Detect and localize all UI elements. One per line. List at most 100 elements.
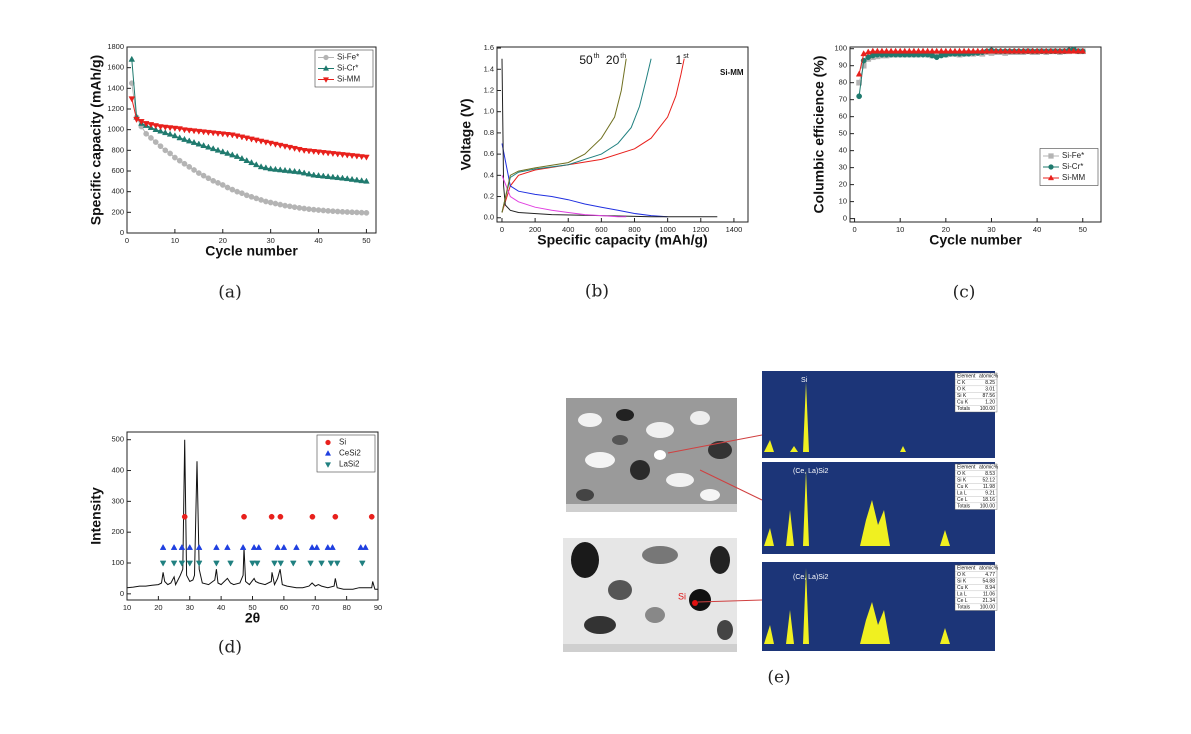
series-line: [501, 143, 668, 218]
marker: [933, 47, 940, 54]
legend-label: Si-MM: [1062, 173, 1085, 182]
marker: [322, 77, 330, 83]
marker: [353, 209, 360, 216]
marker: [325, 439, 331, 446]
table-cell: Totals: [957, 604, 971, 610]
table-cell: O K: [957, 572, 966, 578]
plot-frame: [126, 46, 377, 234]
marker: [238, 134, 246, 141]
marker: [159, 543, 167, 550]
x-tick-label: 800: [628, 225, 641, 234]
y-tick-label: 0.2: [484, 192, 494, 201]
series-line: [501, 58, 685, 213]
marker: [320, 207, 327, 214]
marker: [988, 47, 995, 54]
table-cell: Si K: [957, 578, 967, 584]
marker: [253, 195, 260, 202]
x-tick-label: 0: [852, 225, 856, 234]
marker: [157, 127, 164, 134]
marker: [307, 560, 314, 567]
marker: [147, 122, 155, 129]
x-tick-label: 50: [248, 603, 256, 612]
marker: [856, 79, 862, 86]
table-cell: 8.25: [985, 380, 995, 386]
marker: [210, 177, 217, 184]
y-axis-label: Voltage (V): [458, 98, 474, 170]
x-tick-label: 60: [280, 603, 288, 612]
marker: [979, 47, 986, 54]
marker: [186, 543, 194, 550]
y-tick-label: 100: [111, 558, 124, 567]
marker: [1074, 47, 1082, 54]
marker: [262, 139, 270, 146]
x-tick-label: 50: [362, 236, 370, 245]
legend-label: Si-Fe*: [1062, 151, 1084, 160]
x-tick-label: 40: [314, 236, 322, 245]
table-cell: C K: [957, 380, 966, 386]
table-cell: 11.98: [983, 484, 995, 490]
marker: [956, 47, 963, 54]
marker: [856, 93, 862, 100]
y-tick-label: 40: [839, 146, 847, 155]
marker: [910, 47, 918, 54]
marker: [138, 119, 145, 126]
marker: [315, 172, 322, 178]
marker: [257, 138, 265, 145]
caption: (a): [218, 283, 241, 303]
table-cell: 8.53: [985, 471, 995, 477]
marker: [219, 182, 226, 188]
marker: [257, 163, 265, 170]
marker: [339, 152, 346, 159]
marker: [186, 560, 194, 567]
marker: [209, 130, 217, 137]
marker: [190, 128, 198, 135]
x-tick-label: 30: [186, 603, 194, 612]
marker: [965, 47, 972, 54]
marker: [344, 209, 351, 215]
table-cell: La L: [957, 490, 967, 496]
marker: [305, 170, 313, 177]
marker: [271, 560, 278, 567]
marker: [128, 96, 136, 103]
marker: [229, 151, 236, 158]
marker: [353, 176, 361, 183]
marker: [248, 193, 255, 200]
table-cell: 21.34: [982, 598, 995, 604]
curve-label: 1: [676, 53, 683, 67]
marker: [1033, 47, 1041, 54]
marker: [176, 126, 183, 133]
table-cell: O K: [957, 386, 966, 392]
marker: [363, 210, 370, 216]
x-tick-label: 1000: [659, 225, 676, 234]
marker: [157, 143, 164, 150]
y-tick-label: 30: [839, 163, 847, 172]
table-cell: 9.21: [985, 490, 995, 496]
marker: [969, 47, 977, 54]
marker: [178, 543, 186, 550]
marker: [166, 125, 174, 132]
legend-label: Si: [339, 438, 346, 447]
table-cell: 52.12: [982, 477, 995, 483]
marker: [358, 177, 365, 184]
marker: [248, 159, 255, 166]
marker: [234, 188, 240, 195]
marker: [887, 47, 895, 54]
spectrum-title: (Ce, La)Si2: [793, 468, 829, 475]
x-tick-label: 1200: [692, 225, 709, 234]
series-line: [501, 175, 627, 218]
y-tick-label: 1400: [107, 83, 124, 92]
spectrum-title: Si: [801, 377, 808, 384]
marker: [329, 173, 337, 180]
marker: [181, 135, 188, 142]
marker: [205, 143, 212, 150]
marker: [363, 177, 370, 184]
marker: [313, 543, 321, 550]
y-tick-label: 90: [839, 61, 847, 70]
micrograph-bottom: [563, 538, 737, 652]
series-line: [126, 439, 378, 590]
marker: [300, 169, 308, 176]
marker: [195, 170, 202, 176]
marker: [358, 209, 365, 216]
y-tick-label: 60: [839, 112, 847, 121]
marker: [191, 167, 197, 173]
